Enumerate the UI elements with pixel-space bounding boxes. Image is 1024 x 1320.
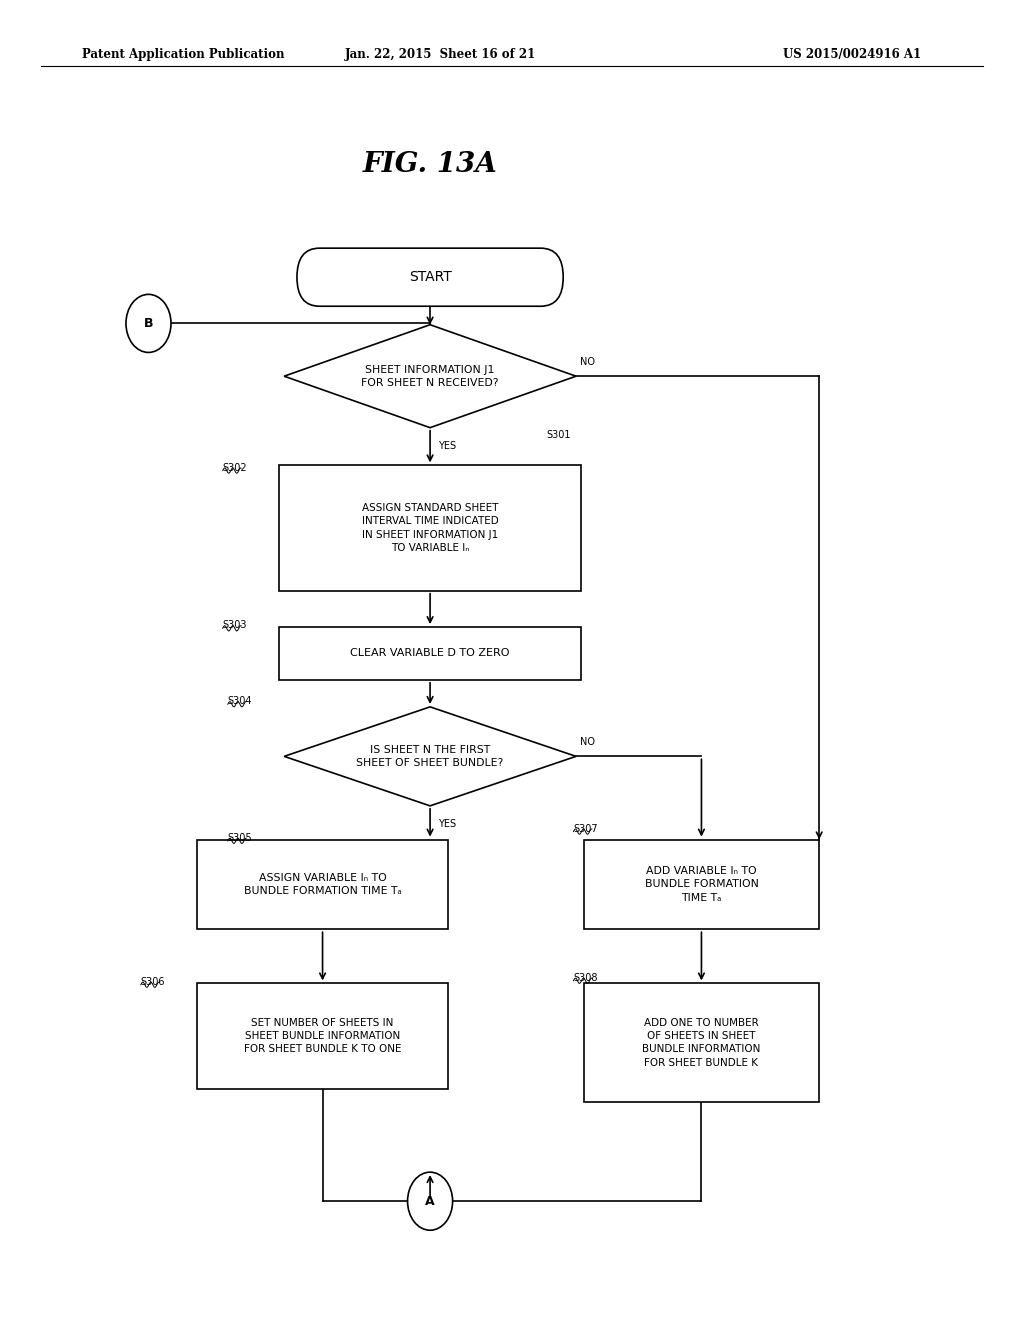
Text: S308: S308	[573, 973, 598, 983]
Text: FIG. 13A: FIG. 13A	[362, 152, 498, 178]
Text: NO: NO	[580, 356, 595, 367]
Circle shape	[408, 1172, 453, 1230]
Text: SHEET INFORMATION J1
FOR SHEET N RECEIVED?: SHEET INFORMATION J1 FOR SHEET N RECEIVE…	[361, 364, 499, 388]
Text: Jan. 22, 2015  Sheet 16 of 21: Jan. 22, 2015 Sheet 16 of 21	[345, 48, 536, 61]
Text: ASSIGN STANDARD SHEET
INTERVAL TIME INDICATED
IN SHEET INFORMATION J1
TO VARIABL: ASSIGN STANDARD SHEET INTERVAL TIME INDI…	[361, 503, 499, 553]
FancyBboxPatch shape	[584, 983, 819, 1102]
Text: YES: YES	[438, 818, 457, 829]
FancyBboxPatch shape	[197, 983, 449, 1089]
Text: S306: S306	[141, 977, 165, 987]
Text: S304: S304	[227, 697, 252, 706]
Polygon shape	[284, 708, 575, 805]
FancyBboxPatch shape	[279, 466, 581, 591]
FancyBboxPatch shape	[197, 840, 449, 929]
FancyBboxPatch shape	[297, 248, 563, 306]
Text: S305: S305	[227, 833, 253, 843]
Text: S307: S307	[573, 824, 598, 834]
Text: US 2015/0024916 A1: US 2015/0024916 A1	[783, 48, 922, 61]
Text: S302: S302	[222, 463, 248, 473]
Text: B: B	[143, 317, 154, 330]
Text: SET NUMBER OF SHEETS IN
SHEET BUNDLE INFORMATION
FOR SHEET BUNDLE K TO ONE: SET NUMBER OF SHEETS IN SHEET BUNDLE INF…	[244, 1018, 401, 1055]
Text: ASSIGN VARIABLE Iₙ TO
BUNDLE FORMATION TIME Tₐ: ASSIGN VARIABLE Iₙ TO BUNDLE FORMATION T…	[244, 873, 401, 896]
FancyBboxPatch shape	[279, 627, 581, 680]
Text: ADD VARIABLE Iₙ TO
BUNDLE FORMATION
TIME Tₐ: ADD VARIABLE Iₙ TO BUNDLE FORMATION TIME…	[644, 866, 759, 903]
Text: NO: NO	[580, 737, 595, 747]
Text: S303: S303	[222, 620, 247, 631]
Text: S301: S301	[547, 430, 571, 441]
Text: YES: YES	[438, 441, 457, 451]
Circle shape	[126, 294, 171, 352]
Text: CLEAR VARIABLE D TO ZERO: CLEAR VARIABLE D TO ZERO	[350, 648, 510, 659]
Text: Patent Application Publication: Patent Application Publication	[82, 48, 285, 61]
Text: A: A	[425, 1195, 435, 1208]
Text: IS SHEET N THE FIRST
SHEET OF SHEET BUNDLE?: IS SHEET N THE FIRST SHEET OF SHEET BUND…	[356, 744, 504, 768]
Text: ADD ONE TO NUMBER
OF SHEETS IN SHEET
BUNDLE INFORMATION
FOR SHEET BUNDLE K: ADD ONE TO NUMBER OF SHEETS IN SHEET BUN…	[642, 1018, 761, 1068]
FancyBboxPatch shape	[584, 840, 819, 929]
Text: START: START	[409, 271, 452, 284]
Polygon shape	[284, 325, 575, 428]
